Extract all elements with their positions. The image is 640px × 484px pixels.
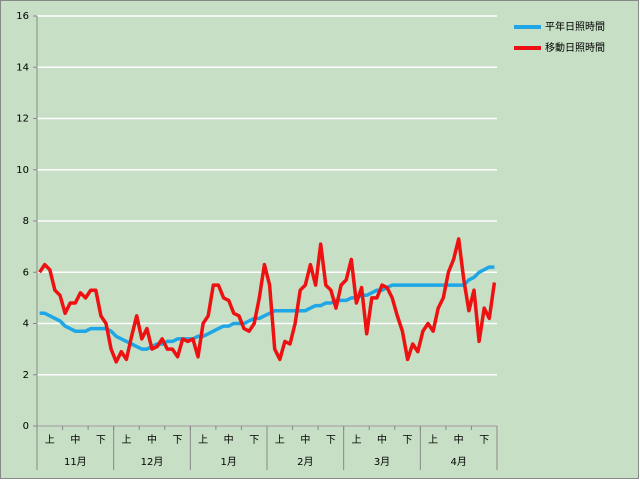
- y-tick-label: 10: [16, 165, 29, 176]
- series-line: [38, 237, 497, 364]
- x-group-label: 3月: [374, 456, 390, 468]
- y-tick-label: 14: [16, 62, 29, 73]
- x-tick-label: 中: [70, 433, 80, 446]
- x-tick-label: 上: [428, 434, 438, 446]
- y-tick-label: 0: [23, 421, 29, 432]
- x-tick-label: 中: [224, 433, 234, 446]
- x-tick-label: 上: [121, 434, 131, 446]
- x-tick-label: 下: [403, 435, 413, 446]
- y-tick-label: 6: [23, 267, 29, 278]
- x-tick-label: 中: [454, 433, 464, 446]
- y-tick-label: 2: [23, 370, 29, 381]
- x-tick-label: 下: [326, 435, 336, 446]
- x-tick-label: 下: [96, 435, 106, 446]
- y-tick-label: 16: [16, 11, 29, 22]
- y-tick-label: 8: [23, 216, 29, 227]
- x-tick-label: 上: [198, 434, 208, 446]
- x-tick-label: 下: [479, 435, 489, 446]
- x-tick-label: 中: [147, 433, 157, 446]
- x-group-label: 2月: [297, 456, 313, 468]
- x-group-label: 11月: [64, 456, 87, 468]
- x-group-label: 12月: [141, 456, 164, 468]
- x-tick-label: 中: [377, 433, 387, 446]
- y-tick-label: 12: [16, 114, 29, 125]
- x-tick-label: 上: [45, 434, 55, 446]
- legend-label: 平年日照時間: [545, 20, 605, 33]
- x-tick-label: 上: [275, 434, 285, 446]
- x-tick-label: 下: [173, 435, 183, 446]
- x-tick-label: 下: [249, 435, 259, 446]
- x-group-label: 4月: [450, 456, 466, 468]
- x-tick-label: 上: [351, 434, 361, 446]
- legend-label: 移動日照時間: [545, 41, 605, 54]
- x-group-label: 1月: [220, 456, 236, 468]
- x-tick-label: 中: [300, 433, 310, 446]
- y-tick-label: 4: [23, 319, 29, 330]
- series-line: [39, 265, 495, 351]
